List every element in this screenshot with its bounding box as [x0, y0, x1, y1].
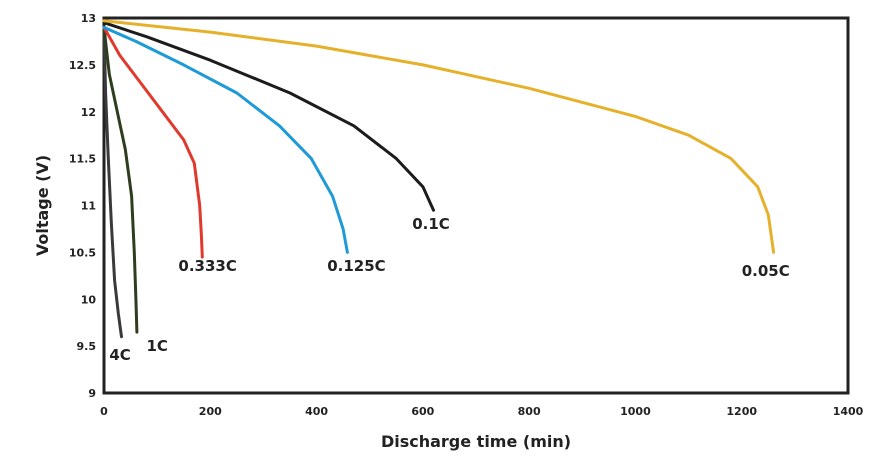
- series-label-0-333c: 0.333C: [178, 257, 236, 275]
- series-label-0-1c: 0.1C: [412, 215, 450, 233]
- x-tick-label: 200: [199, 405, 222, 418]
- x-tick-label: 1400: [833, 405, 864, 418]
- series-labels: 4C 1C 0.333C 0.125C 0.1C 0.05C: [109, 215, 789, 364]
- series-label-1c: 1C: [147, 337, 168, 355]
- y-tick-label: 9: [88, 387, 96, 400]
- series-label-4c: 4C: [109, 346, 130, 364]
- series-line-0-1c: [102, 21, 435, 212]
- x-axis-ticks: 0 200 400 600 800 1000 1200 1400: [100, 405, 863, 418]
- y-tick-label: 10: [81, 293, 97, 306]
- y-tick-label: 11: [81, 200, 96, 213]
- x-axis-title: Discharge time (min): [381, 432, 571, 451]
- series-line-0-125c: [102, 25, 349, 254]
- x-tick-label: 1200: [726, 405, 757, 418]
- series-line-0-333c: [102, 25, 204, 259]
- x-tick-label: 400: [305, 405, 328, 418]
- y-tick-label: 9.5: [77, 340, 97, 353]
- series-line-1c: [102, 25, 139, 334]
- y-tick-label: 12.5: [69, 59, 96, 72]
- series-label-0-05c: 0.05C: [742, 262, 790, 280]
- series-line-4c: [102, 25, 123, 339]
- y-tick-label: 13: [81, 12, 96, 25]
- series-line-0-05c: [102, 19, 776, 254]
- y-tick-label: 11.5: [69, 153, 96, 166]
- x-tick-label: 800: [518, 405, 541, 418]
- y-tick-label: 10.5: [69, 246, 96, 259]
- x-tick-label: 600: [411, 405, 434, 418]
- y-tick-label: 12: [81, 106, 96, 119]
- series-label-0-125c: 0.125C: [327, 257, 385, 275]
- series-layer: [102, 19, 776, 339]
- y-axis-title: Voltage (V): [33, 155, 52, 256]
- x-tick-label: 1000: [620, 405, 651, 418]
- x-tick-label: 0: [100, 405, 108, 418]
- y-axis-ticks: 9 9.5 10 10.5 11 11.5 12 12.5 13: [69, 12, 96, 400]
- plot-frame: [102, 16, 850, 395]
